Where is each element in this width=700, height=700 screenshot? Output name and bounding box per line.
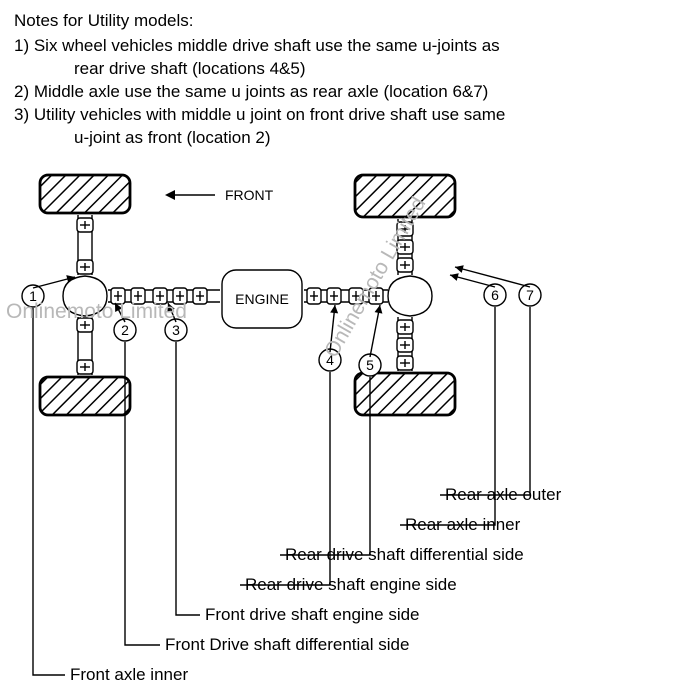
callout-label: Rear drive shaft differential side	[285, 545, 524, 564]
differential	[388, 276, 432, 316]
u-joint	[77, 360, 93, 374]
u-joint	[153, 288, 167, 304]
callout-number: 7	[526, 287, 534, 303]
differential	[63, 276, 107, 316]
u-joint	[369, 288, 383, 304]
tire	[40, 377, 130, 415]
note-item-sub: rear drive shaft (locations 4&5)	[14, 58, 686, 81]
u-joint	[173, 288, 187, 304]
drivetrain-diagram: ENGINE FRONT 1 Front axle inner 2 Front Drive…	[0, 155, 700, 700]
leader-line	[176, 342, 200, 615]
u-joint	[397, 356, 413, 370]
callout-number: 6	[491, 287, 499, 303]
front-label: FRONT	[225, 187, 274, 203]
callout-label: Rear drive shaft engine side	[245, 575, 457, 594]
notes-block: Notes for Utility models: 1) Six wheel v…	[0, 0, 700, 150]
callout-label: Rear axle outer	[445, 485, 562, 504]
callout-number: 3	[172, 322, 180, 338]
u-joint	[77, 218, 93, 232]
u-joint	[397, 258, 413, 272]
u-joint	[77, 318, 93, 332]
callout-number: 2	[121, 322, 129, 338]
note-item: 3) Utility vehicles with middle u joint …	[14, 104, 686, 127]
note-item-sub: u-joint as front (location 2)	[14, 127, 686, 150]
u-joint	[131, 288, 145, 304]
callout-number: 1	[29, 288, 37, 304]
u-joint	[397, 320, 413, 334]
u-joint	[397, 240, 413, 254]
callout-number: 4	[326, 352, 334, 368]
callout-number: 5	[366, 357, 374, 373]
leader-line	[33, 308, 65, 675]
u-joint	[349, 288, 363, 304]
u-joint	[327, 288, 341, 304]
u-joint	[397, 222, 413, 236]
callout-label: Rear axle inner	[405, 515, 521, 534]
u-joint	[307, 288, 321, 304]
u-joint	[397, 338, 413, 352]
u-joint	[193, 288, 207, 304]
note-item: 2) Middle axle use the same u joints as …	[14, 81, 686, 104]
callout-label: Front Drive shaft differential side	[165, 635, 409, 654]
engine-label: ENGINE	[235, 291, 289, 307]
u-joint	[111, 288, 125, 304]
tire	[40, 175, 130, 213]
u-joint	[77, 260, 93, 274]
tire	[355, 175, 455, 217]
note-item: 1) Six wheel vehicles middle drive shaft…	[14, 35, 686, 58]
notes-title: Notes for Utility models:	[14, 10, 686, 33]
callout-label: Front drive shaft engine side	[205, 605, 420, 624]
callout-label: Front axle inner	[70, 665, 188, 684]
